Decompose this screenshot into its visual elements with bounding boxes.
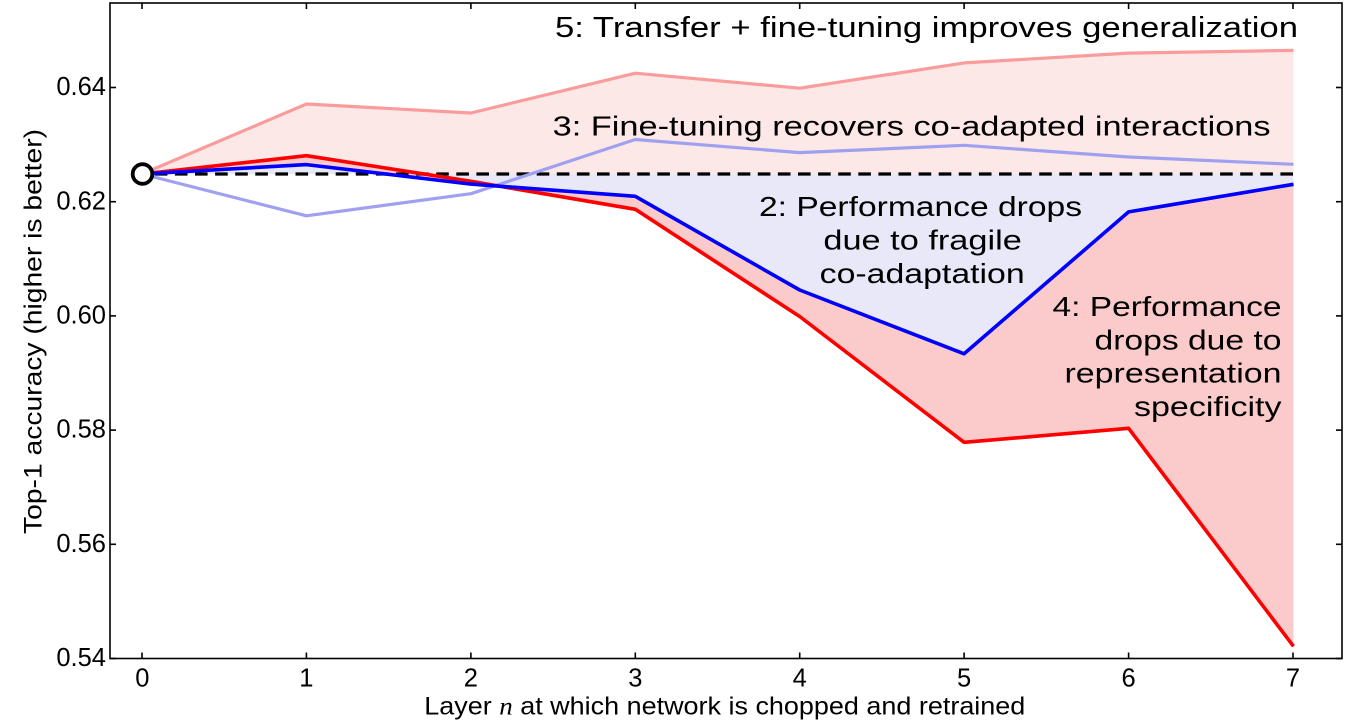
svg-text:Top-1 accuracy (higher is bett: Top-1 accuracy (higher is better) [20,129,48,534]
svg-text:0.64: 0.64 [56,73,106,101]
svg-text:co-adaptation: co-adaptation [820,258,1025,289]
svg-text:3: 3 [628,665,642,693]
svg-text:0.56: 0.56 [56,530,106,558]
svg-text:0: 0 [135,665,149,693]
svg-text:4: Performance: 4: Performance [1053,291,1282,322]
svg-text:0.60: 0.60 [56,302,106,330]
svg-text:0.62: 0.62 [56,187,106,215]
svg-text:representation: representation [1065,358,1282,389]
svg-text:7: 7 [1286,665,1300,693]
svg-text:0.54: 0.54 [56,644,106,672]
svg-text:drops due to: drops due to [1095,324,1282,355]
svg-text:4: 4 [793,665,807,693]
svg-text:0.58: 0.58 [56,416,106,444]
svg-text:5: 5 [957,665,971,693]
svg-text:specificity: specificity [1134,391,1282,422]
svg-text:2: Performance drops: 2: Performance drops [759,191,1082,222]
svg-text:2: 2 [464,665,478,693]
svg-text:3: Fine-tuning recovers co-ada: 3: Fine-tuning recovers co-adapted inter… [553,111,1271,142]
svg-text:5: Transfer + fine-tuning impr: 5: Transfer + fine-tuning improves gener… [555,12,1298,44]
svg-text:due to fragile: due to fragile [823,225,1021,256]
svg-text:1: 1 [299,665,313,693]
svg-text:6: 6 [1122,665,1136,693]
svg-text:Layer n at which network is ch: Layer n at which network is chopped and … [424,693,1025,721]
